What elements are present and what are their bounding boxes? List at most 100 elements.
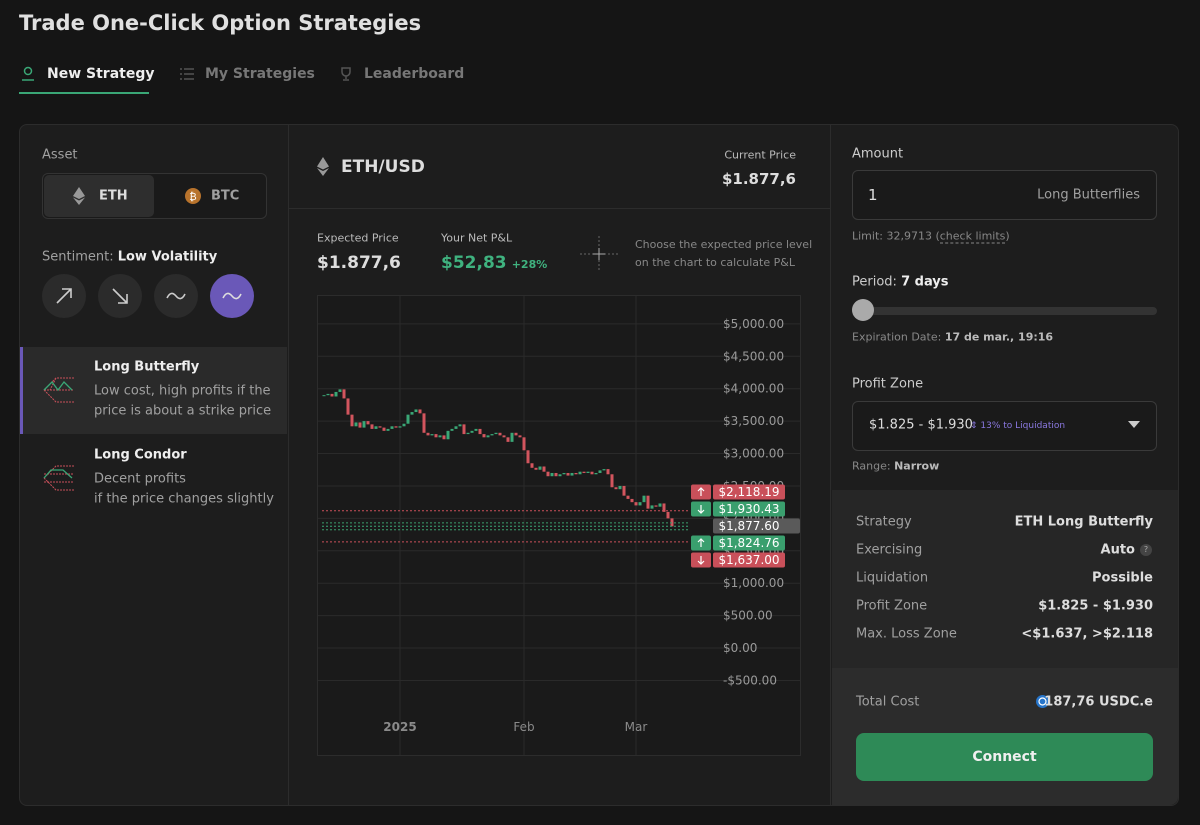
strategy-icon <box>43 465 74 491</box>
summary-panel <box>832 490 1178 668</box>
level-label: $1,824.76 <box>718 536 779 550</box>
candle <box>366 421 370 425</box>
candle <box>510 432 514 442</box>
label: Asset <box>42 147 78 163</box>
candle <box>582 471 586 473</box>
candle <box>362 421 366 428</box>
title: Trade One-Click Option Strategies <box>19 11 422 35</box>
check-limits[interactable]: check limits <box>939 229 1006 244</box>
summary-value: Possible <box>1092 570 1153 586</box>
candle <box>438 435 442 438</box>
candle <box>634 502 638 506</box>
tab[interactable]: New Strategy <box>47 66 155 82</box>
candle <box>538 466 542 470</box>
candle <box>618 485 622 490</box>
candle <box>374 426 378 429</box>
strategy-selected[interactable] <box>20 347 287 434</box>
pnl-change: +28% <box>511 258 548 271</box>
candle <box>498 432 502 436</box>
y-tick-label: -$500.00 <box>723 673 777 687</box>
y-tick-label: $3,000.00 <box>723 447 784 461</box>
range-value: Narrow <box>894 459 940 473</box>
profit-zone: $1.825 - $1.930 <box>869 417 973 433</box>
chart: $5,000.00 $4,500.00 $4,000.00 $3,500.00 $3,0… <box>318 296 800 755</box>
divider <box>288 125 289 805</box>
y-tick-label: $4,000.00 <box>723 382 784 396</box>
amount: 1 <box>868 186 878 204</box>
candle <box>358 422 362 428</box>
candle <box>382 427 386 431</box>
pnl: $52,83 +28% <box>441 253 547 273</box>
candle <box>478 428 482 435</box>
level-label: $1,877.60 <box>718 519 779 533</box>
candle <box>642 495 646 503</box>
strategy-desc: price is about a strike price <box>94 403 272 419</box>
candle <box>638 502 642 506</box>
connect-button[interactable]: Connect <box>856 733 1153 781</box>
limit-text: ) <box>1005 229 1010 243</box>
x-tick-label: Feb <box>513 720 534 734</box>
slider-knob[interactable] <box>852 299 874 321</box>
amount-unit: Long Butterflies <box>1037 187 1140 203</box>
pnl-value: $52,83 <box>441 253 507 273</box>
strategy-name[interactable]: Long Condor <box>94 447 187 463</box>
label: Your Net P&L <box>441 231 513 245</box>
candle <box>518 435 522 438</box>
level-label-box <box>713 501 785 517</box>
summary-label: Exercising <box>856 542 923 558</box>
strategy-name: Long Butterfly <box>94 359 200 375</box>
asset[interactable]: BTC <box>211 188 240 204</box>
candle <box>658 503 662 507</box>
asset-selected[interactable] <box>44 175 154 217</box>
label: Expiration Date: <box>852 330 942 344</box>
eth-icon <box>73 187 85 205</box>
candle <box>402 423 406 427</box>
asset[interactable]: ETH <box>99 188 128 204</box>
tab-icon <box>341 67 351 81</box>
hint: Choose the expected price level on the c… <box>635 238 813 269</box>
label: Amount <box>852 146 904 162</box>
y-tick-label: $4,500.00 <box>723 349 784 363</box>
candle <box>462 424 466 435</box>
tab[interactable]: Leaderboard <box>364 66 465 82</box>
tab-underline <box>19 92 149 94</box>
summary-value: <$1.637, >$2.118 <box>1021 626 1153 642</box>
candle <box>578 471 582 475</box>
level-label-box <box>713 484 785 500</box>
candle <box>334 391 338 397</box>
svg-text:₿: ₿ <box>189 191 196 203</box>
summary-value: $1.825 - $1.930 <box>1038 598 1153 614</box>
candle <box>370 424 374 429</box>
candle <box>542 466 546 472</box>
candle <box>502 435 506 438</box>
candle <box>414 409 418 413</box>
candle <box>650 505 654 509</box>
help-icon[interactable]: ? <box>1140 544 1152 556</box>
candle <box>562 472 566 475</box>
amount-input[interactable] <box>852 170 1157 220</box>
candle <box>354 422 358 427</box>
candle <box>434 434 438 438</box>
candle <box>550 472 554 477</box>
candle <box>626 495 630 499</box>
y-tick-label: $5,000.00 <box>723 317 784 331</box>
sentiment-buttons[interactable] <box>40 272 260 320</box>
expiration: Expiration Date: 17 de mar., 19:16 <box>852 331 1053 344</box>
candle <box>574 472 578 475</box>
candle <box>390 426 394 429</box>
candle <box>554 472 558 477</box>
slider-track[interactable] <box>852 307 1157 315</box>
candle <box>570 472 574 476</box>
x-tick-label: Mar <box>625 720 648 734</box>
limit-text: Limit: 32,9713 ( <box>852 229 940 243</box>
current-price: $1.877,6 <box>721 170 796 188</box>
candle <box>514 432 518 436</box>
expected-price: $1.877,6 <box>317 253 401 273</box>
level-label: $1,930.43 <box>718 502 779 516</box>
profit-zone-select[interactable] <box>852 401 1157 451</box>
summary-label: Liquidation <box>856 570 929 586</box>
tab[interactable]: My Strategies <box>205 66 315 82</box>
candle <box>346 398 350 415</box>
label: Period: <box>852 274 897 290</box>
